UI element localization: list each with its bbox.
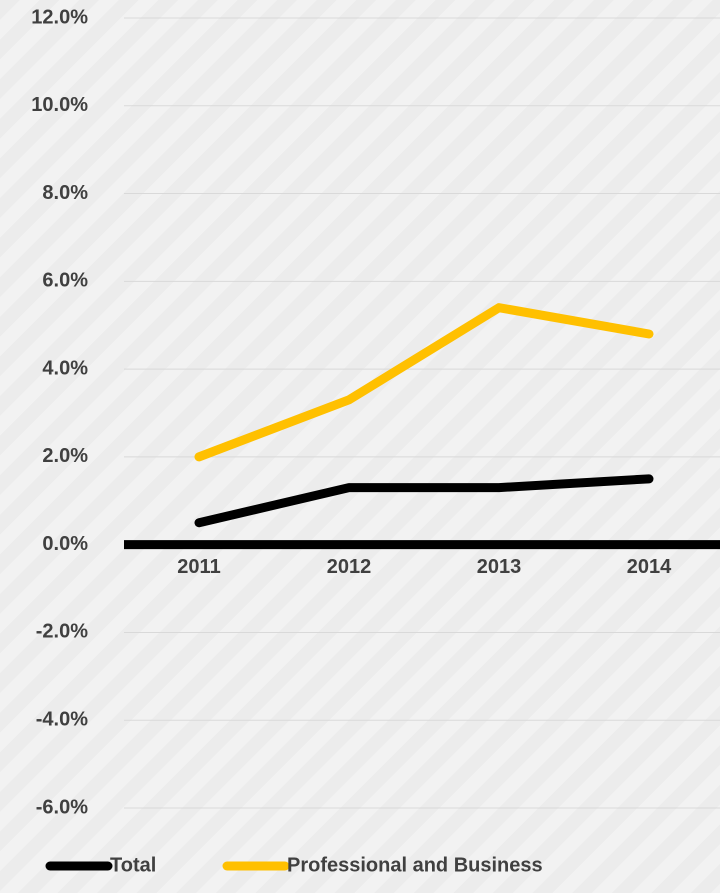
- y-tick-label: -6.0%: [36, 796, 88, 818]
- y-tick-label: 12.0%: [31, 6, 88, 28]
- y-tick-label: 2.0%: [42, 445, 88, 467]
- legend-label: Total: [110, 854, 156, 876]
- legend-label: Professional and Business: [287, 854, 543, 876]
- series-line: [194, 303, 654, 462]
- y-tick-label: 6.0%: [42, 270, 88, 292]
- x-tick-label: 2011: [177, 556, 220, 578]
- y-tick-label: -4.0%: [36, 709, 88, 731]
- series-line: [194, 474, 654, 528]
- y-tick-label: 10.0%: [31, 94, 88, 116]
- x-tick-label: 2013: [477, 556, 522, 578]
- x-tick-label: 2012: [327, 556, 372, 578]
- y-tick-label: 4.0%: [42, 357, 88, 379]
- x-tick-label: 2014: [627, 556, 672, 578]
- y-tick-label: 0.0%: [42, 533, 88, 555]
- y-tick-label: 8.0%: [42, 182, 88, 204]
- y-tick-label: -2.0%: [36, 621, 88, 643]
